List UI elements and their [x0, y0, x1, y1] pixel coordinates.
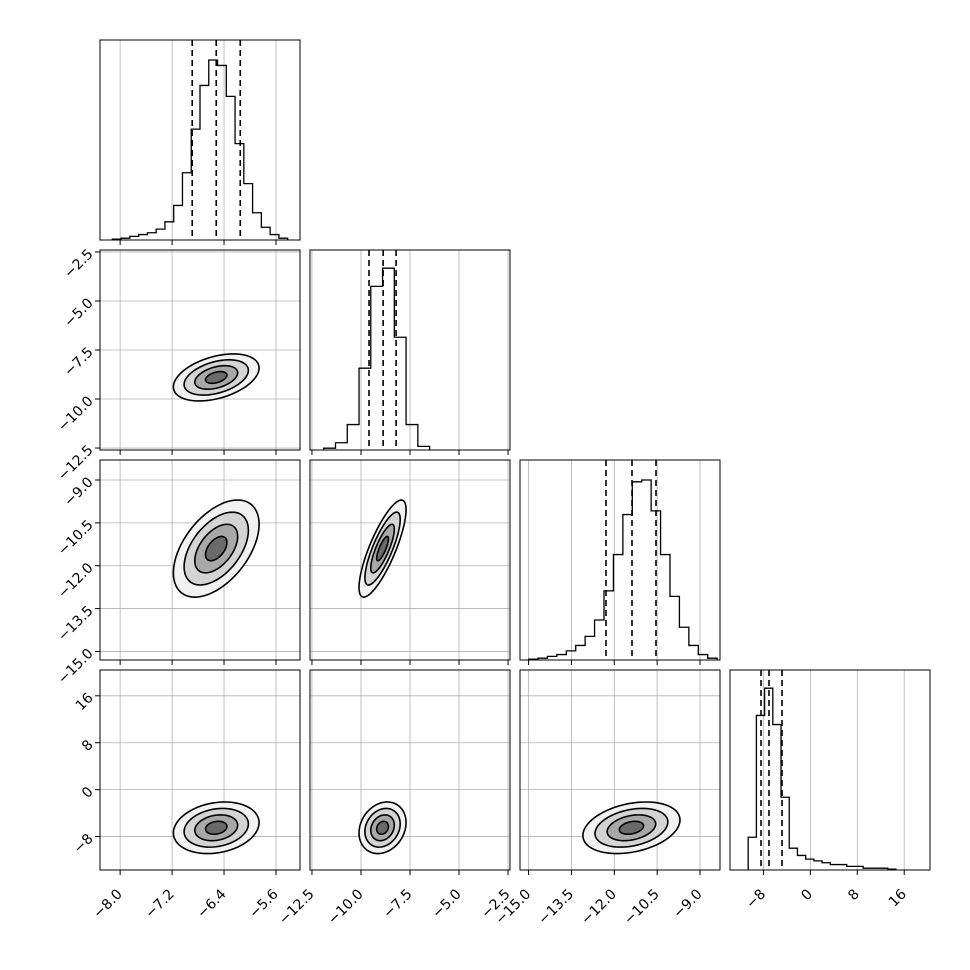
x-tick-label: −12.5 [276, 886, 318, 928]
panel-content [310, 670, 510, 870]
x-tick-label: −8.0 [90, 886, 125, 921]
y-tick-label: −15.0 [55, 646, 97, 688]
y-tick-label: −10.0 [55, 393, 97, 435]
y-tick-label: −5.0 [61, 295, 96, 330]
x-tick-label: −9.0 [670, 886, 705, 921]
contour [375, 820, 390, 836]
y-tick-label: −8 [71, 831, 97, 857]
x-tick-label: −5.0 [429, 886, 464, 921]
y-tick-label: −12.0 [55, 560, 97, 602]
contour [375, 535, 390, 562]
panel-content [310, 460, 510, 660]
panel-frame [519, 459, 721, 661]
contour [204, 535, 228, 562]
contour [618, 820, 645, 836]
histogram [323, 267, 431, 450]
y-tick-label: −7.5 [61, 344, 96, 379]
x-tick-label: −7.5 [380, 886, 415, 921]
panel-frame [519, 669, 721, 871]
panel: −8 0 8 16 [729, 669, 931, 912]
panel-frame [99, 39, 301, 241]
contour [204, 370, 228, 385]
x-tick-label: −13.5 [535, 886, 577, 928]
x-tick-label: 16 [886, 886, 910, 910]
x-tick-label: −12.0 [578, 886, 620, 928]
panel-content [100, 670, 300, 870]
panel-content [100, 250, 300, 450]
panel-frame [99, 459, 301, 661]
histogram [111, 59, 289, 240]
panel: −15.0−13.5−12.0−10.5−9.0 [493, 669, 721, 928]
y-tick-label: 0 [79, 784, 97, 802]
x-tick-label: −8 [743, 886, 769, 912]
y-tick-label: −12.5 [55, 442, 97, 484]
x-tick-label: −7.2 [142, 886, 177, 921]
panel-content [747, 670, 905, 870]
y-tick-label: 16 [73, 690, 97, 714]
contour [204, 820, 228, 836]
histogram [747, 687, 897, 870]
panel-content [520, 670, 720, 870]
panel-frame [99, 669, 301, 871]
y-tick-label: 8 [79, 737, 97, 755]
panel [519, 459, 721, 665]
panel-frame [729, 669, 931, 871]
panel: −12.5 −10.0 −7.5 −5.0 −2.5 [55, 246, 301, 484]
panel [309, 459, 511, 665]
panel-content [311, 250, 509, 450]
x-tick-label: 0 [798, 886, 816, 904]
x-tick-label: −10.0 [325, 886, 367, 928]
x-tick-label: 8 [845, 886, 863, 904]
x-tick-label: −10.5 [621, 886, 663, 928]
y-tick-label: −2.5 [61, 246, 96, 281]
panel: −15.0−13.5−12.0−10.5−9.0 [55, 459, 301, 688]
panel-content [527, 460, 718, 660]
panel [99, 39, 301, 245]
panel-content [111, 40, 289, 240]
panel [309, 249, 511, 455]
panel-content [100, 460, 300, 660]
y-tick-label: −13.5 [55, 603, 97, 645]
panel: −12.5−10.0−7.5−5.0−2.5 [276, 669, 514, 928]
y-tick-label: −10.5 [55, 517, 97, 559]
x-tick-label: −6.4 [194, 886, 229, 921]
histogram [527, 479, 718, 660]
